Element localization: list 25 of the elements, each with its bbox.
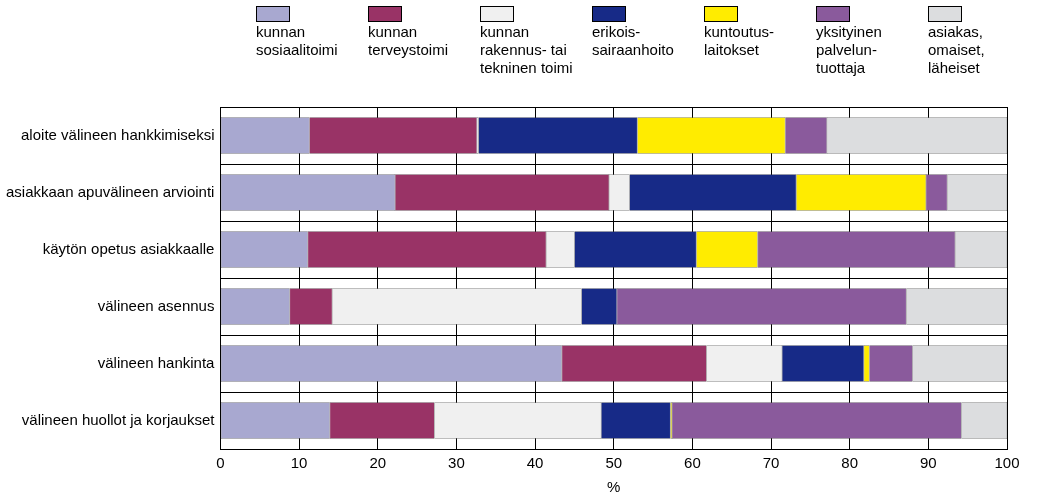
y-tick-label: välineen huollot ja korjaukset — [21, 410, 216, 428]
x-tick-label: 80 — [841, 454, 859, 472]
x-tick-label: 40 — [526, 454, 544, 472]
x-tick-label: 10 — [290, 454, 308, 472]
x-tick-label: 90 — [920, 454, 937, 472]
y-tick-label: välineen asennus — [97, 296, 215, 314]
legend-label: yksityinen palvelun-tuottaja — [816, 23, 883, 77]
text: kunnan rakennus- tai tekninen toimi — [480, 23, 574, 77]
y-tick-label: aloite välineen hankkimiseksi — [21, 125, 215, 143]
x-tick-label: 0 — [216, 454, 225, 472]
y-tick-label: käytön opetus asiakkaalle — [42, 239, 215, 257]
x-tick-label: 100 — [994, 454, 1020, 472]
x-tick-label: 20 — [369, 454, 387, 472]
x-axis-title: % — [607, 478, 621, 496]
legend-label: kunnan terveystoimi — [368, 23, 450, 59]
x-tick-label: 70 — [762, 454, 780, 472]
legend-label: erikois-sairaanhoito — [592, 23, 675, 59]
y-tick-label: asiakkaan apuvälineen arviointi — [5, 182, 215, 200]
legend-label: kuntoutus-laitokset — [704, 23, 776, 59]
x-tick-label: 60 — [684, 454, 701, 472]
legend-label: asiakas, omaiset, läheiset — [928, 23, 986, 77]
y-tick-label: välineen hankinta — [97, 353, 216, 371]
x-tick-label: 50 — [605, 454, 623, 472]
legend-label: kunnan sosiaalitoimi — [256, 23, 339, 59]
x-tick-label: 30 — [448, 454, 465, 472]
